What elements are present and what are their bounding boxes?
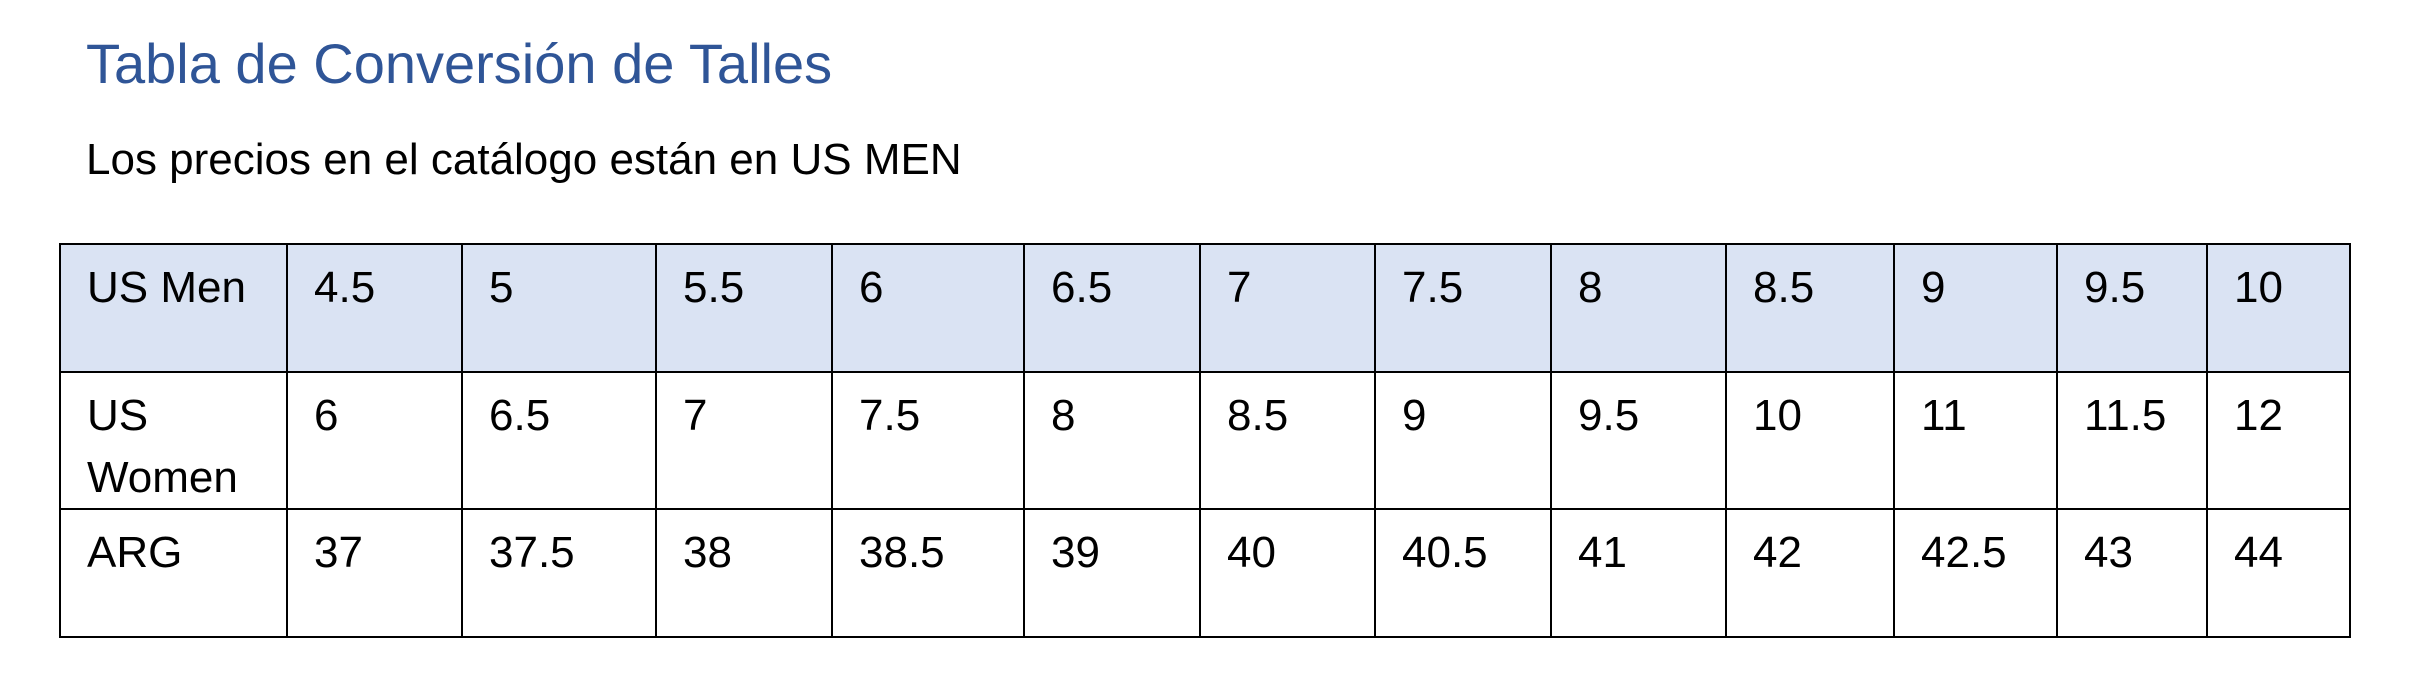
table-cell: 40.5 [1374, 508, 1552, 639]
table-cell: 42.5 [1893, 508, 2058, 639]
table-cell: 7.5 [1374, 243, 1552, 373]
table-cell: 6.5 [1023, 243, 1201, 373]
table-cell: 7 [1199, 243, 1376, 373]
table-cell: 42 [1725, 508, 1895, 639]
table-cell: 6 [286, 370, 463, 511]
row-label: US Women [59, 370, 288, 511]
table-cell: 43 [2056, 508, 2208, 639]
table-cell: 5.5 [655, 243, 833, 373]
table-cell: 38 [655, 508, 833, 639]
table-cell: 4.5 [286, 243, 463, 373]
table-cell: 8.5 [1725, 243, 1895, 373]
size-conversion-table: US Men 4.5 5 5.5 6 6.5 7 7.5 8 8.5 9 9.5… [59, 243, 2351, 639]
table-cell: 8 [1550, 243, 1727, 373]
table-cell: 8.5 [1199, 370, 1376, 511]
table-cell: 12 [2206, 370, 2351, 511]
table-cell: 6 [831, 243, 1025, 373]
table-cell: 37.5 [461, 508, 657, 639]
table-cell: 9 [1893, 243, 2058, 373]
page-title: Tabla de Conversión de Talles [86, 32, 833, 95]
table-cell: 9.5 [1550, 370, 1727, 511]
table-cell: 6.5 [461, 370, 657, 511]
table-cell: 40 [1199, 508, 1376, 639]
table-cell: 10 [1725, 370, 1895, 511]
table-row-us-men: US Men 4.5 5 5.5 6 6.5 7 7.5 8 8.5 9 9.5… [59, 243, 2351, 373]
row-label: US Men [59, 243, 288, 373]
table-cell: 11.5 [2056, 370, 2208, 511]
table-cell: 38.5 [831, 508, 1025, 639]
table-cell: 8 [1023, 370, 1201, 511]
table-row-us-women: US Women 6 6.5 7 7.5 8 8.5 9 9.5 10 11 1… [59, 370, 2351, 511]
table-cell: 7 [655, 370, 833, 511]
table-cell: 10 [2206, 243, 2351, 373]
table-cell: 39 [1023, 508, 1201, 639]
table-cell: 37 [286, 508, 463, 639]
table-row-arg: ARG 37 37.5 38 38.5 39 40 40.5 41 42 42.… [59, 508, 2351, 639]
page-subtitle: Los precios en el catálogo están en US M… [86, 135, 962, 184]
table-cell: 5 [461, 243, 657, 373]
table-cell: 11 [1893, 370, 2058, 511]
table-cell: 41 [1550, 508, 1727, 639]
table-cell: 9.5 [2056, 243, 2208, 373]
row-label: ARG [59, 508, 288, 639]
table-cell: 9 [1374, 370, 1552, 511]
table-cell: 7.5 [831, 370, 1025, 511]
table-cell: 44 [2206, 508, 2351, 639]
